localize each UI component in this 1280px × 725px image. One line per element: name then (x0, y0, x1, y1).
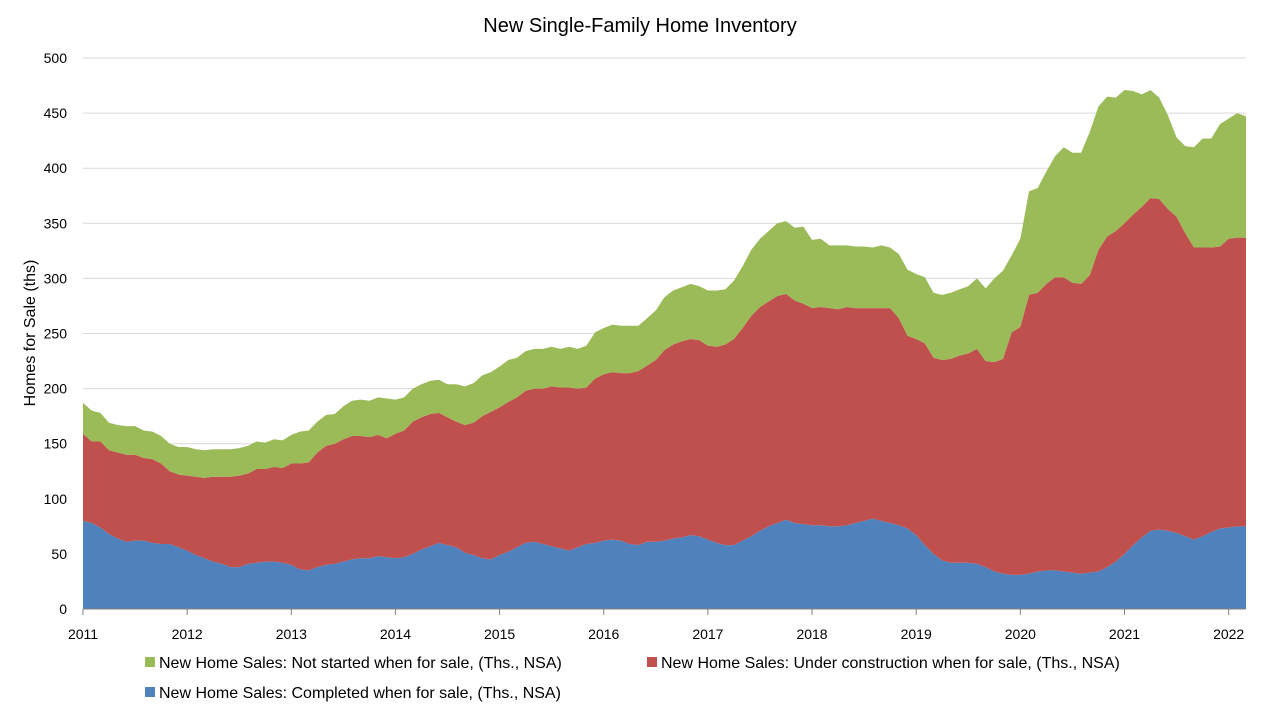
y-tick-label: 350 (44, 215, 68, 231)
area-under-construction (83, 197, 1246, 575)
x-tick-label: 2021 (1109, 626, 1140, 642)
legend-swatch-not-started (145, 657, 155, 667)
y-axis-title: Homes for Sale (ths) (22, 260, 39, 407)
area-completed (83, 518, 1246, 609)
stacked-areas (83, 89, 1246, 609)
x-tick-label: 2016 (588, 626, 619, 642)
y-tick-label: 0 (59, 601, 67, 617)
axes: 2011 2012 2013 2014 2015 2016 2017 2018 2019 2020… (68, 608, 1246, 642)
legend-swatch-completed (145, 687, 155, 697)
gridlines: 0 50 100 150 200 250 300 350 400 450 500 (44, 50, 1246, 617)
legend-label-under-construction: New Home Sales: Under construction when … (661, 655, 1120, 672)
legend-label-not-started: New Home Sales: Not started when for sal… (159, 655, 562, 672)
y-tick-label: 100 (44, 491, 68, 507)
x-tick-label: 2020 (1005, 626, 1036, 642)
x-tick-label: 2015 (484, 626, 515, 642)
y-tick-label: 500 (44, 50, 68, 66)
x-tick-label: 2013 (276, 626, 307, 642)
y-tick-label: 300 (44, 270, 68, 286)
legend: New Home Sales: Not started when for sal… (145, 655, 1120, 702)
y-tick-label: 150 (44, 436, 68, 452)
x-tick-label: 2019 (901, 626, 932, 642)
x-tick-label: 2014 (380, 626, 411, 642)
x-tick-label: 2017 (692, 626, 723, 642)
legend-label-completed: New Home Sales: Completed when for sale,… (159, 685, 561, 702)
chart-title: New Single-Family Home Inventory (483, 15, 796, 37)
x-tick-label: 2011 (68, 626, 98, 642)
y-tick-label: 250 (44, 326, 68, 342)
x-tick-label: 2012 (172, 626, 203, 642)
y-tick-label: 450 (44, 105, 68, 121)
y-tick-label: 200 (44, 381, 68, 397)
y-tick-label: 50 (51, 546, 67, 562)
x-tick-label: 2022 (1213, 626, 1244, 642)
y-tick-label: 400 (44, 160, 68, 176)
legend-swatch-under-construction (647, 657, 657, 667)
area-not-started (83, 89, 1246, 478)
x-tick-label: 2018 (796, 626, 827, 642)
